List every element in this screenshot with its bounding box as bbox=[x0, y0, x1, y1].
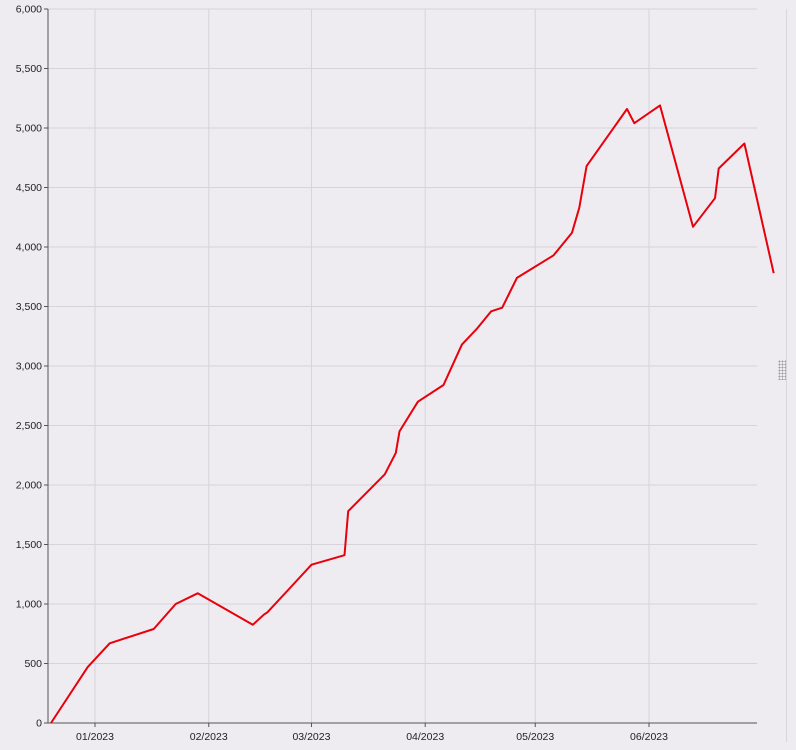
data-point bbox=[692, 226, 694, 228]
y-tick-label: 3,500 bbox=[16, 301, 42, 313]
y-tick-label: 4,500 bbox=[16, 182, 42, 194]
x-tick-label: 03/2023 bbox=[292, 731, 330, 743]
data-point bbox=[153, 628, 155, 630]
data-point bbox=[175, 603, 177, 605]
x-tick-label: 04/2023 bbox=[406, 731, 444, 743]
data-point bbox=[395, 452, 397, 454]
data-point bbox=[714, 197, 716, 199]
data-point bbox=[773, 272, 775, 274]
data-point bbox=[288, 588, 290, 590]
data-point bbox=[501, 307, 503, 309]
data-point bbox=[399, 430, 401, 432]
data-point bbox=[197, 592, 199, 594]
data-point bbox=[87, 666, 89, 668]
data-point bbox=[384, 473, 386, 475]
data-point bbox=[571, 232, 573, 234]
y-tick-label: 6,000 bbox=[16, 4, 42, 16]
data-point bbox=[659, 104, 661, 106]
data-point bbox=[266, 611, 268, 613]
data-point bbox=[347, 510, 349, 512]
data-point bbox=[443, 384, 445, 386]
side-panel-border bbox=[786, 9, 796, 742]
data-point bbox=[263, 614, 265, 616]
data-point bbox=[633, 122, 635, 124]
y-tick-label: 3,000 bbox=[16, 361, 42, 373]
grid-lines bbox=[48, 8, 757, 723]
data-point bbox=[578, 207, 580, 209]
x-tick-label: 05/2023 bbox=[516, 731, 554, 743]
y-tick-label: 500 bbox=[24, 658, 42, 670]
data-point bbox=[461, 344, 463, 346]
data-point bbox=[476, 328, 478, 330]
data-point bbox=[343, 554, 345, 556]
data-point bbox=[586, 165, 588, 167]
x-tick-label: 06/2023 bbox=[630, 731, 668, 743]
data-point bbox=[417, 401, 419, 403]
x-tick-label: 02/2023 bbox=[190, 731, 228, 743]
data-point bbox=[743, 142, 745, 144]
x-axis: 01/2023 02/2023 03/2023 04/2023 05/2023 06/20… bbox=[48, 722, 757, 743]
data-point bbox=[310, 564, 312, 566]
data-point bbox=[718, 167, 720, 169]
y-tick-label: 2,000 bbox=[16, 480, 42, 492]
y-tick-label: 1,000 bbox=[16, 599, 42, 611]
data-point bbox=[490, 310, 492, 312]
y-tick-label: 5,500 bbox=[16, 63, 42, 75]
y-tick-label: 5,000 bbox=[16, 123, 42, 135]
y-tick-label: 1,500 bbox=[16, 539, 42, 551]
y-axis: 0 500 1,000 1,500 2,000 2,500 3,000 3,500 4,000 4… bbox=[16, 4, 49, 730]
data-point bbox=[50, 722, 52, 724]
data-point bbox=[252, 624, 254, 626]
series-layer bbox=[50, 104, 775, 724]
y-tick-label: 4,000 bbox=[16, 242, 42, 254]
series-line bbox=[50, 104, 775, 724]
y-tick-label: 0 bbox=[36, 718, 42, 730]
data-point bbox=[626, 108, 628, 110]
data-point bbox=[516, 277, 518, 279]
x-tick-label: 01/2023 bbox=[76, 731, 114, 743]
data-point bbox=[109, 642, 111, 644]
data-point bbox=[553, 254, 555, 256]
y-tick-label: 2,500 bbox=[16, 420, 42, 432]
splitter-grip-handle[interactable] bbox=[778, 360, 786, 380]
